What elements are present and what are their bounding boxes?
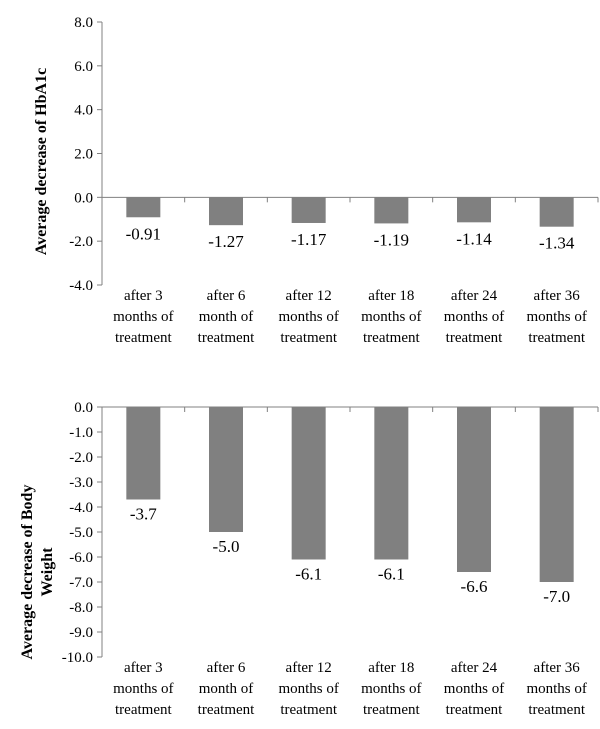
bar-1-3 (374, 407, 409, 560)
category-label-0-1-1: month of (199, 309, 254, 325)
category-label-1-2-2: treatment (280, 702, 337, 718)
category-label-1-5-0: after 36 (534, 660, 581, 676)
category-label-1-4-2: treatment (446, 702, 503, 718)
y-tick-label-0-4: 0.0 (74, 190, 93, 206)
bar-1-4 (457, 407, 491, 572)
data-label-0-2: -1.17 (291, 230, 327, 249)
category-label-0-5-2: treatment (528, 330, 585, 346)
y-tick-label-0-1: 6.0 (74, 59, 93, 75)
category-label-1-0-2: treatment (115, 702, 172, 718)
y-tick-label-0-2: 4.0 (74, 103, 93, 119)
y-tick-label-1-7: -7.0 (69, 575, 93, 591)
y-tick-label-1-0: 0.0 (74, 400, 93, 416)
category-label-0-0-2: treatment (115, 330, 172, 346)
category-label-0-2-1: months of (278, 309, 338, 325)
category-label-1-2-0: after 12 (286, 660, 332, 676)
category-label-1-1-2: treatment (198, 702, 255, 718)
bar-1-1 (209, 407, 243, 532)
y-tick-label-1-5: -5.0 (69, 525, 93, 541)
data-label-1-2: -6.1 (295, 565, 322, 584)
category-label-1-0-1: months of (113, 681, 173, 697)
bar-1-2 (291, 407, 326, 560)
category-label-0-2-2: treatment (280, 330, 337, 346)
bar-1-0 (126, 407, 161, 500)
category-label-0-1-0: after 6 (207, 288, 246, 304)
y-tick-label-0-5: -2.0 (69, 234, 93, 250)
category-label-1-4-1: months of (444, 681, 504, 697)
y-axis-title-1: Average decrease of Body Weight (19, 485, 56, 660)
bar-1-5 (539, 407, 574, 582)
bar-0-2 (291, 197, 326, 223)
category-label-0-3-0: after 18 (368, 288, 414, 304)
bar-0-0 (126, 197, 161, 218)
y-tick-label-1-6: -6.0 (69, 550, 93, 566)
category-label-1-4-0: after 24 (451, 660, 498, 676)
category-label-1-3-1: months of (361, 681, 421, 697)
category-label-0-5-1: months of (526, 309, 586, 325)
category-label-0-0-1: months of (113, 309, 173, 325)
data-label-0-3: -1.19 (374, 230, 409, 249)
category-label-0-1-2: treatment (198, 330, 255, 346)
bar-0-3 (374, 197, 409, 224)
data-label-0-5: -1.34 (539, 234, 575, 253)
category-label-1-1-1: month of (199, 681, 254, 697)
data-label-1-4: -6.6 (461, 577, 488, 596)
bar-0-5 (539, 197, 574, 227)
category-label-1-5-1: months of (526, 681, 586, 697)
y-tick-label-1-2: -2.0 (69, 450, 93, 466)
category-label-0-3-1: months of (361, 309, 421, 325)
y-tick-label-1-9: -9.0 (69, 625, 93, 641)
data-label-1-1: -5.0 (213, 537, 240, 556)
category-label-1-3-2: treatment (363, 702, 420, 718)
y-tick-label-1-1: -1.0 (69, 425, 93, 441)
y-tick-label-1-3: -3.0 (69, 475, 93, 491)
category-label-0-5-0: after 36 (534, 288, 581, 304)
y-tick-label-1-8: -8.0 (69, 600, 93, 616)
y-tick-label-0-0: 8.0 (74, 15, 93, 31)
y-axis-title-0: Average decrease of HbA1c (33, 68, 50, 255)
y-tick-label-0-3: 2.0 (74, 147, 93, 163)
category-label-1-0-0: after 3 (124, 660, 163, 676)
data-label-1-0: -3.7 (130, 505, 157, 524)
category-label-0-0-0: after 3 (124, 288, 163, 304)
category-label-1-1-0: after 6 (207, 660, 246, 676)
category-label-0-4-0: after 24 (451, 288, 498, 304)
y-tick-label-1-4: -4.0 (69, 500, 93, 516)
bar-0-1 (209, 197, 243, 226)
category-label-0-2-0: after 12 (286, 288, 332, 304)
data-label-0-0: -0.91 (126, 224, 161, 243)
category-label-0-3-2: treatment (363, 330, 420, 346)
category-label-0-4-2: treatment (446, 330, 503, 346)
category-label-1-2-1: months of (278, 681, 338, 697)
data-label-0-1: -1.27 (208, 232, 244, 251)
category-label-1-3-0: after 18 (368, 660, 414, 676)
category-label-1-5-2: treatment (528, 702, 585, 718)
bar-0-4 (457, 197, 491, 223)
y-tick-label-1-10: -10.0 (62, 650, 93, 666)
data-label-1-5: -7.0 (543, 587, 570, 606)
y-tick-label-0-6: -4.0 (69, 278, 93, 294)
data-label-1-3: -6.1 (378, 565, 405, 584)
data-label-0-4: -1.14 (456, 229, 492, 248)
category-label-0-4-1: months of (444, 309, 504, 325)
